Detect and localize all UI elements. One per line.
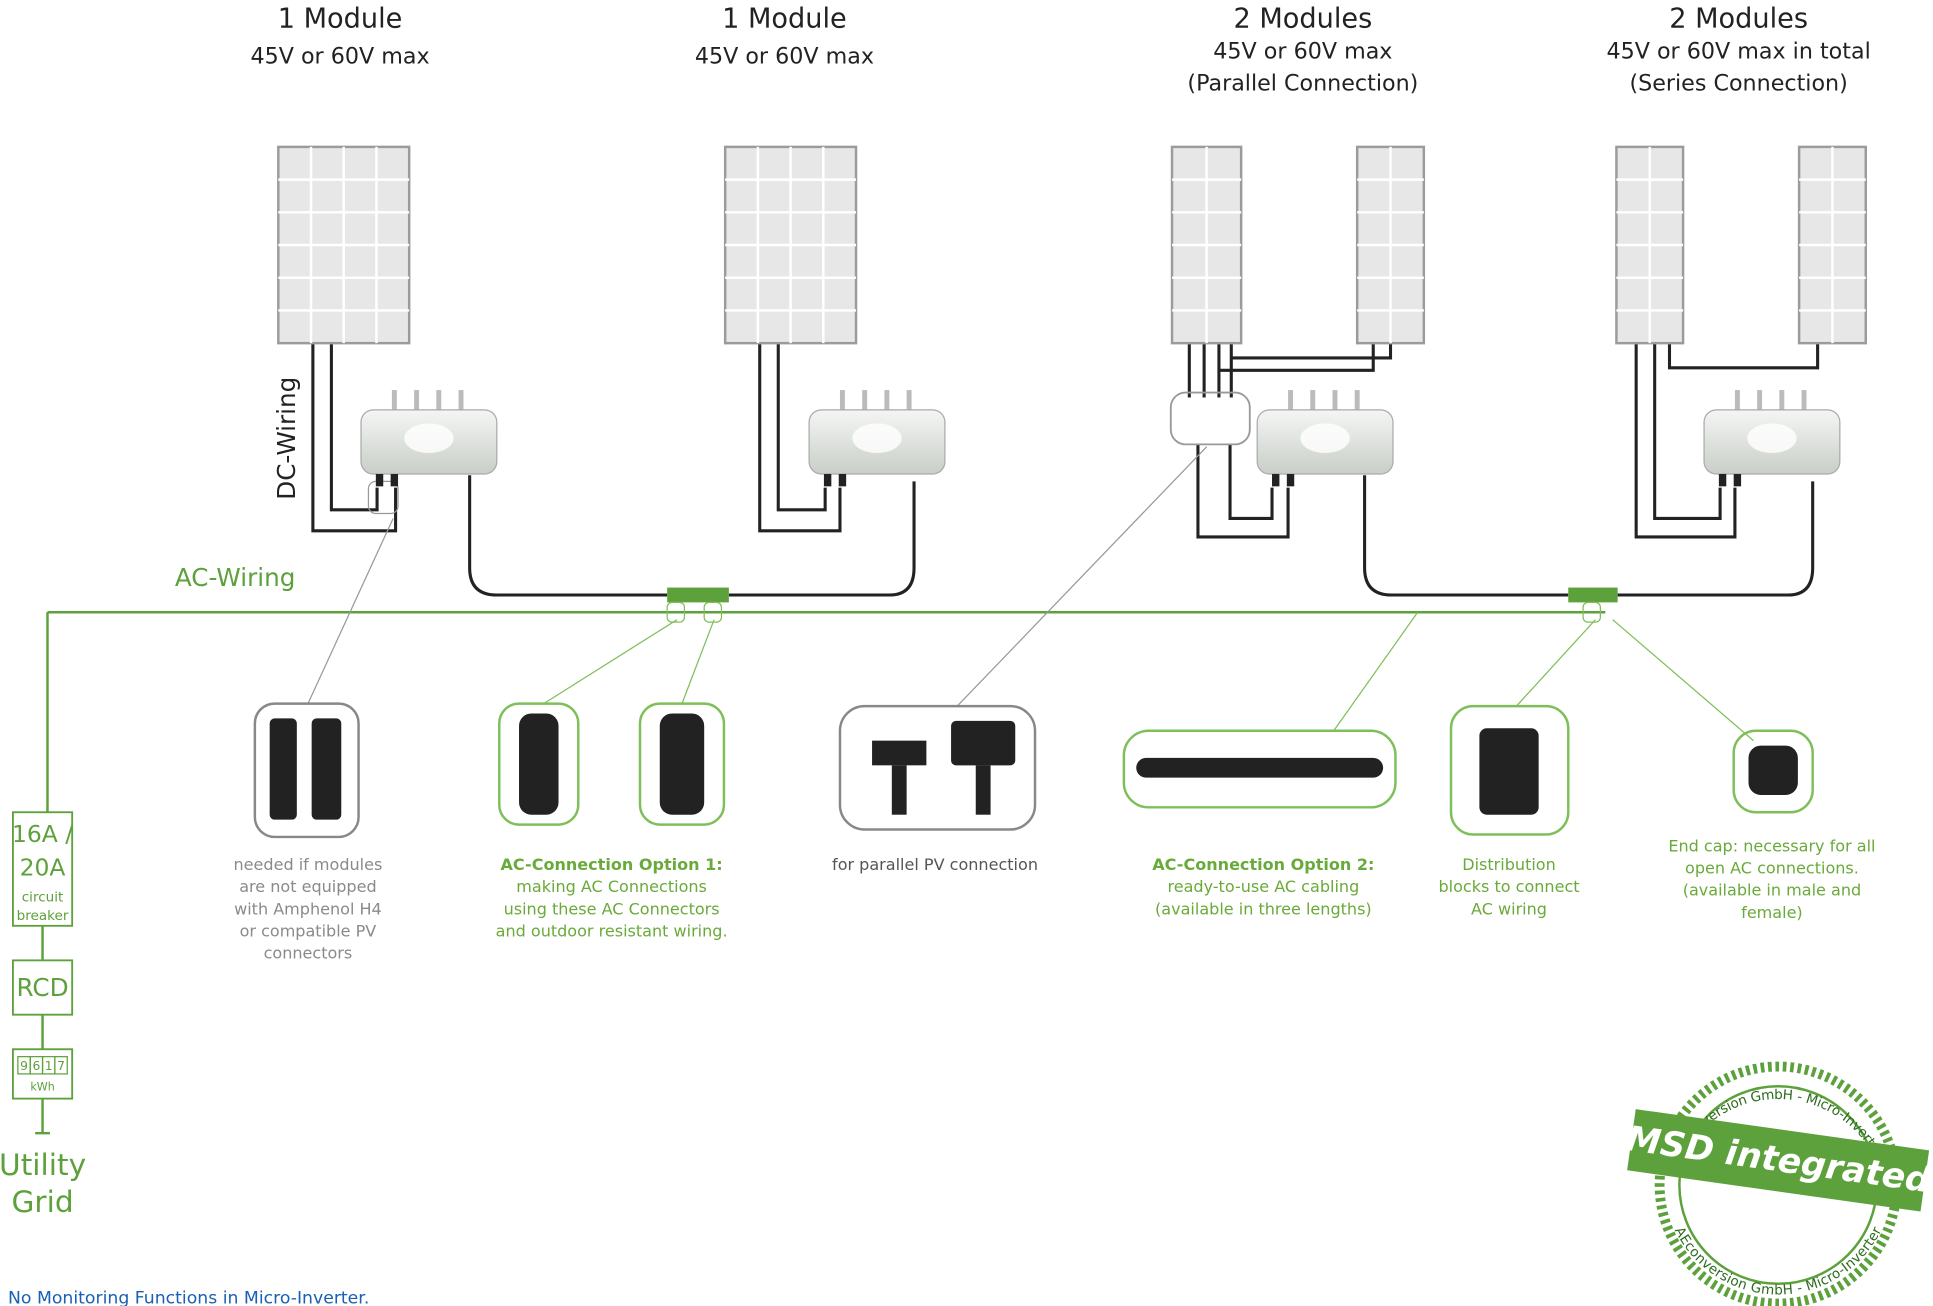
config-subtitle: 45V or 60V max in total	[1606, 38, 1870, 64]
inverter-port	[824, 474, 831, 486]
inverter-fin	[1310, 390, 1315, 412]
inverter-glare	[852, 423, 901, 453]
inverter-port	[839, 474, 846, 486]
inverter-fin	[907, 390, 912, 412]
inverter-port	[1734, 474, 1741, 486]
dc-wiring	[313, 343, 1818, 595]
inverter-fin	[1802, 390, 1807, 412]
inverter-fin	[884, 390, 889, 412]
inverter-fin	[436, 390, 441, 412]
rcd-label: RCD	[16, 973, 68, 1002]
breaker-note: breaker	[17, 908, 69, 924]
inverter-port	[1719, 474, 1726, 486]
micro-inverter	[361, 390, 497, 486]
accessory-caption: Distribution	[1462, 855, 1556, 874]
stamp-ring-bottom: AEconversion GmbH - Micro-Inverter	[1671, 1224, 1885, 1299]
inverter-port	[376, 474, 383, 486]
config-subtitle: (Parallel Connection)	[1187, 70, 1418, 96]
inverter-fin	[414, 390, 419, 412]
inverter-fin	[392, 390, 397, 412]
accessory-caption: AC wiring	[1471, 899, 1547, 918]
accessory-caption: needed if modules	[234, 855, 383, 874]
accessory-caption: for parallel PV connection	[832, 855, 1038, 874]
breaker-note: circuit	[22, 889, 64, 905]
config-subtitle: 45V or 60V max	[1213, 38, 1392, 64]
utility-grid-label: Grid	[11, 1185, 73, 1219]
inverter-fin	[1757, 390, 1762, 412]
accessory-caption: with Amphenol H4	[234, 899, 382, 918]
meter-digit: 7	[57, 1059, 65, 1073]
inverter-fin	[1288, 390, 1293, 412]
config-title: 2 Modules	[1669, 3, 1808, 34]
accessory-caption: (available in male and	[1683, 881, 1861, 900]
solar-panel	[278, 147, 409, 343]
footer-note: No Monitoring Functions in Micro-Inverte…	[8, 1289, 369, 1306]
solar-panel	[725, 147, 856, 343]
meter-digit: 6	[32, 1059, 40, 1073]
accessory-caption: and outdoor resistant wiring.	[496, 921, 728, 940]
accessory-caption: open AC connections.	[1685, 859, 1859, 878]
accessory-caption: (available in three lengths)	[1155, 899, 1372, 918]
ac-wiring-label: AC-Wiring	[175, 563, 296, 592]
meter-digit: 1	[45, 1059, 53, 1073]
accessory-caption: or compatible PV	[240, 921, 377, 940]
config-subtitle: (Series Connection)	[1629, 70, 1847, 96]
accessory-caption: making AC Connections	[516, 877, 707, 896]
inverter-glare	[404, 423, 453, 453]
page: {"configs":[ {"title":"1 Module","lines"…	[0, 0, 1933, 1306]
config-title: 1 Module	[278, 3, 403, 34]
inverter-fin	[862, 390, 867, 412]
config-subtitle: 45V or 60V max	[695, 43, 874, 69]
inverter-fin	[1779, 390, 1784, 412]
config-subtitle: 45V or 60V max	[250, 43, 429, 69]
inverter-port	[1287, 474, 1294, 486]
config-title: 2 Modules	[1234, 3, 1373, 34]
dc-wiring-label: DC-Wiring	[272, 377, 301, 500]
accessory-caption: are not equipped	[239, 877, 376, 896]
accessory-title: AC-Connection Option 1:	[501, 855, 723, 874]
accessory-boxes	[255, 704, 1813, 837]
inverter-fin	[1355, 390, 1360, 412]
accessory-caption: End cap: necessary for all	[1668, 836, 1875, 855]
inverter-fin	[459, 390, 464, 412]
meter-unit: kWh	[30, 1081, 54, 1094]
utility-grid-label: Utility	[0, 1148, 86, 1182]
inverter-fin	[1735, 390, 1740, 412]
accessory-caption: blocks to connect	[1438, 877, 1579, 896]
breaker-rating: 16A /	[12, 820, 73, 848]
accessory-caption: ready-to-use AC cabling	[1167, 877, 1359, 896]
inverter-port	[391, 474, 398, 486]
config-title: 1 Module	[722, 3, 847, 34]
inverter-fin	[840, 390, 845, 412]
accessory-caption: connectors	[264, 944, 353, 963]
accessory-caption: female)	[1741, 903, 1803, 922]
accessory-caption: using these AC Connectors	[504, 899, 720, 918]
solar-panel	[1799, 147, 1866, 343]
breaker-rating: 20A	[20, 854, 66, 882]
inverter-glare	[1747, 423, 1796, 453]
solar-panel	[1172, 147, 1241, 343]
stamp: AEconversion GmbH - Micro-Inverter AEcon…	[1622, 1067, 1933, 1304]
micro-inverter	[1704, 390, 1840, 486]
inverter-glare	[1300, 423, 1349, 453]
solar-panel	[1616, 147, 1683, 343]
solar-panel	[1357, 147, 1424, 343]
inverter-port	[1272, 474, 1279, 486]
diagram: 1 Module 45V or 60V max 1 Module 45V or 60V…	[0, 0, 1933, 1306]
accessory-title: AC-Connection Option 2:	[1152, 855, 1374, 874]
micro-inverter	[809, 390, 945, 486]
meter-digit: 9	[20, 1059, 28, 1073]
inverter-fin	[1333, 390, 1338, 412]
micro-inverter	[1257, 390, 1393, 486]
